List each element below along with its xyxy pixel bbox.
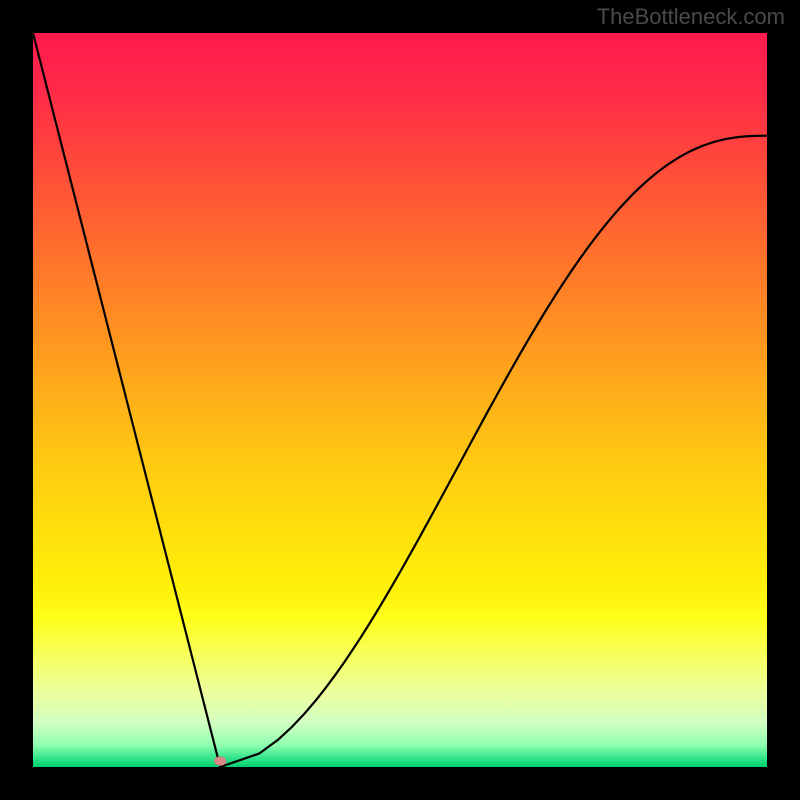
minimum-marker-icon xyxy=(214,757,226,766)
curve-path xyxy=(33,33,767,767)
watermark-text: TheBottleneck.com xyxy=(597,4,785,30)
chart-container: TheBottleneck.com xyxy=(0,0,800,800)
plot-area xyxy=(33,33,767,767)
bottleneck-curve xyxy=(33,33,767,767)
